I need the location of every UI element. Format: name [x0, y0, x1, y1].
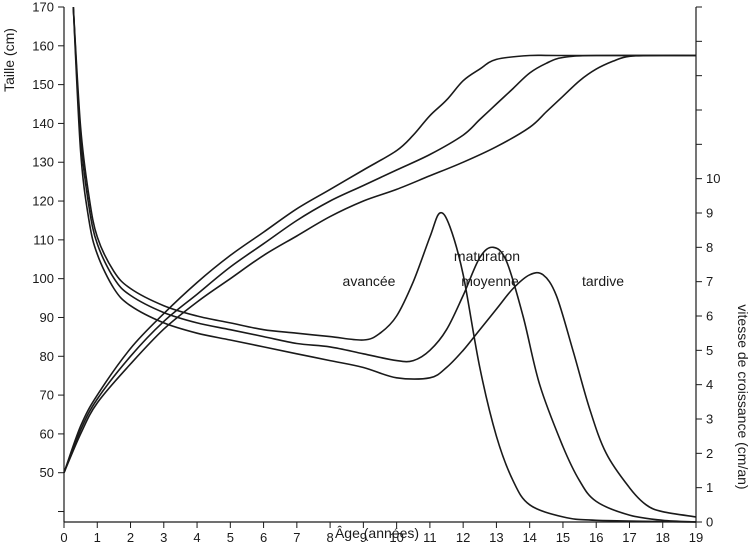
y2-tick-label: 5	[706, 343, 713, 358]
x-tick-label: 13	[489, 530, 503, 543]
y2-tick-label: 3	[706, 412, 713, 427]
y2-tick-label: 7	[706, 274, 713, 289]
x-axis-title: Âge (années)	[335, 525, 419, 541]
annotation-average: moyenne	[461, 273, 519, 289]
x-tick-label: 8	[326, 530, 333, 543]
x-tick-label: 19	[689, 530, 703, 543]
x-tick-label: 16	[589, 530, 603, 543]
y-tick-label: 170	[32, 0, 54, 15]
x-tick-label: 1	[94, 530, 101, 543]
x-tick-label: 3	[160, 530, 167, 543]
x-tick-label: 17	[622, 530, 636, 543]
y2-tick-label: 6	[706, 309, 713, 324]
x-tick-label: 15	[556, 530, 570, 543]
height-curve-moyenne	[63, 54, 697, 473]
y-tick-label: 60	[40, 426, 54, 441]
y2-tick-label: 4	[706, 377, 713, 392]
x-tick-label: 18	[656, 530, 670, 543]
annotation-maturation: maturation	[454, 248, 520, 264]
x-tick-label: 5	[227, 530, 234, 543]
x-tick-label: 11	[423, 530, 437, 543]
x-tick-label: 14	[522, 530, 536, 543]
height-curve-avancee	[63, 54, 696, 473]
y-axis-title: Taille (cm)	[1, 28, 17, 92]
y-tick-label: 80	[40, 349, 54, 364]
x-tick-label: 4	[193, 530, 200, 543]
y-tick-label: 140	[32, 116, 54, 131]
y-tick-label: 100	[32, 271, 54, 286]
annotation-late: tardive	[582, 273, 624, 289]
height-curve-tardive	[63, 54, 697, 474]
y-tick-label: 130	[32, 155, 54, 170]
y2-tick-label: 8	[706, 240, 713, 255]
labels: Taille (cm) vitesse de croissance (cm/an…	[1, 28, 751, 541]
y2-tick-label: 2	[706, 446, 713, 461]
curves	[63, 6, 697, 523]
y2-tick-label: 1	[706, 480, 713, 495]
y-tick-label: 50	[40, 465, 54, 480]
y-tick-label: 70	[40, 388, 54, 403]
velocity-curve-avancee	[72, 6, 697, 523]
y-tick-label: 110	[33, 232, 54, 247]
y-tick-label: 160	[32, 38, 54, 53]
velocity-curve-moyenne	[72, 6, 697, 523]
x-tick-label: 12	[456, 530, 470, 543]
y-tick-label: 150	[32, 77, 54, 92]
velocity-curve-tardive	[72, 6, 697, 518]
y-tick-label: 120	[32, 194, 54, 209]
y2-tick-label: 9	[706, 206, 713, 221]
x-tick-label: 10	[389, 530, 403, 543]
annotation-early: avancée	[343, 273, 396, 289]
x-tick-label: 6	[260, 530, 267, 543]
x-tick-label: 9	[360, 530, 367, 543]
y2-axis-title: vitesse de croissance (cm/an)	[735, 304, 751, 489]
y-tick-label: 90	[40, 310, 54, 325]
x-tick-label: 7	[293, 530, 300, 543]
axes: 0 1 2 3 4 5 6 7 8 9 10 11 12 13 14 15 16 17 18 195060708090…	[32, 0, 720, 543]
x-tick-label: 0	[60, 530, 67, 543]
x-tick-label: 2	[127, 530, 134, 543]
y2-tick-label: 10	[706, 171, 720, 186]
y2-tick-label: 0	[706, 515, 713, 530]
